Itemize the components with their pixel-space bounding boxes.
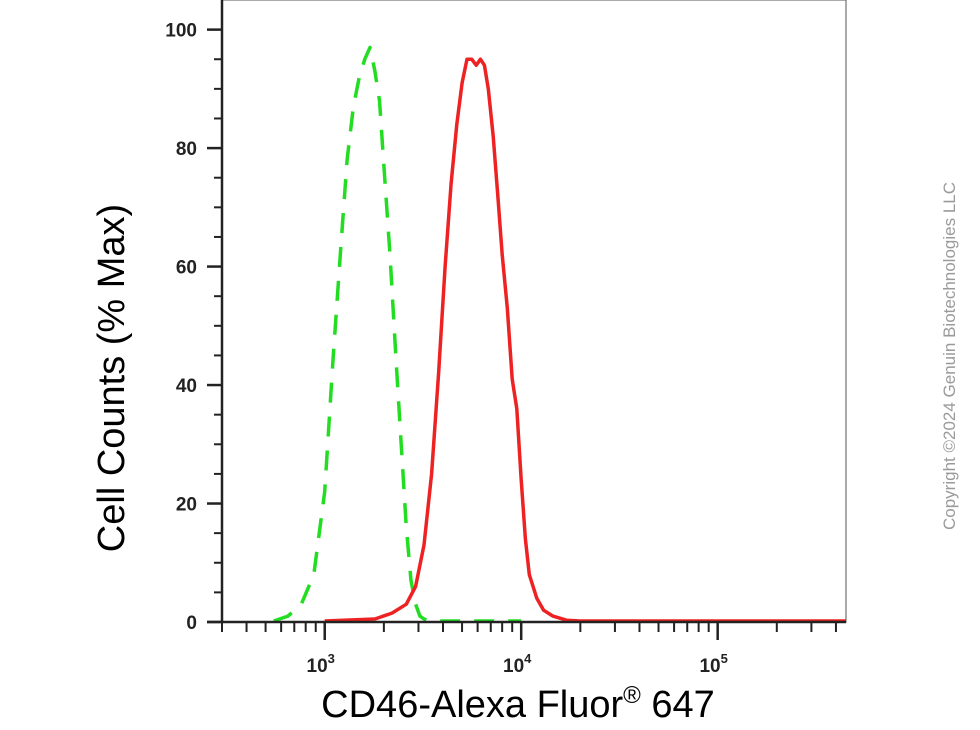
plot-frame xyxy=(221,0,847,623)
x-tick-label: 105 xyxy=(699,651,727,677)
x-tick-label-base: 10 xyxy=(503,656,524,677)
y-tick-label: 0 xyxy=(186,613,197,634)
x-axis-title: CD46-Alexa Fluor® 647 xyxy=(321,682,715,726)
y-tick-label: 80 xyxy=(176,139,197,160)
x-tick-label-exponent: 3 xyxy=(328,651,335,666)
x-tick-label-exponent: 4 xyxy=(524,651,532,666)
x-tick-label-base: 10 xyxy=(307,656,328,677)
x-tick-label-exponent: 5 xyxy=(721,651,728,666)
x-tick-label: 104 xyxy=(503,651,532,677)
y-tick-label: 40 xyxy=(176,376,197,397)
y-tick-label: 100 xyxy=(165,21,197,42)
x-tick-label-base: 10 xyxy=(699,656,720,677)
x-tick-label: 103 xyxy=(307,651,335,677)
series-line-stained xyxy=(324,57,846,623)
y-axis-ticks: 0 20 40 60 80 100 xyxy=(165,21,222,634)
x-axis-title-superscript: ® xyxy=(623,682,641,709)
y-tick-label: 20 xyxy=(176,495,197,516)
x-axis-ticks: 103 104 105 xyxy=(221,622,837,677)
y-axis-title: Cell Counts (% Max) xyxy=(91,204,133,552)
x-axis-title-suffix: 647 xyxy=(641,684,715,726)
series-layer xyxy=(273,45,846,623)
y-tick-label: 60 xyxy=(176,258,197,279)
copyright-notice: Copyright ©2024 Genuin Biotechnologies L… xyxy=(940,182,959,530)
x-axis-title-main: CD46-Alexa Fluor xyxy=(321,684,623,726)
series-line-control xyxy=(273,45,522,623)
